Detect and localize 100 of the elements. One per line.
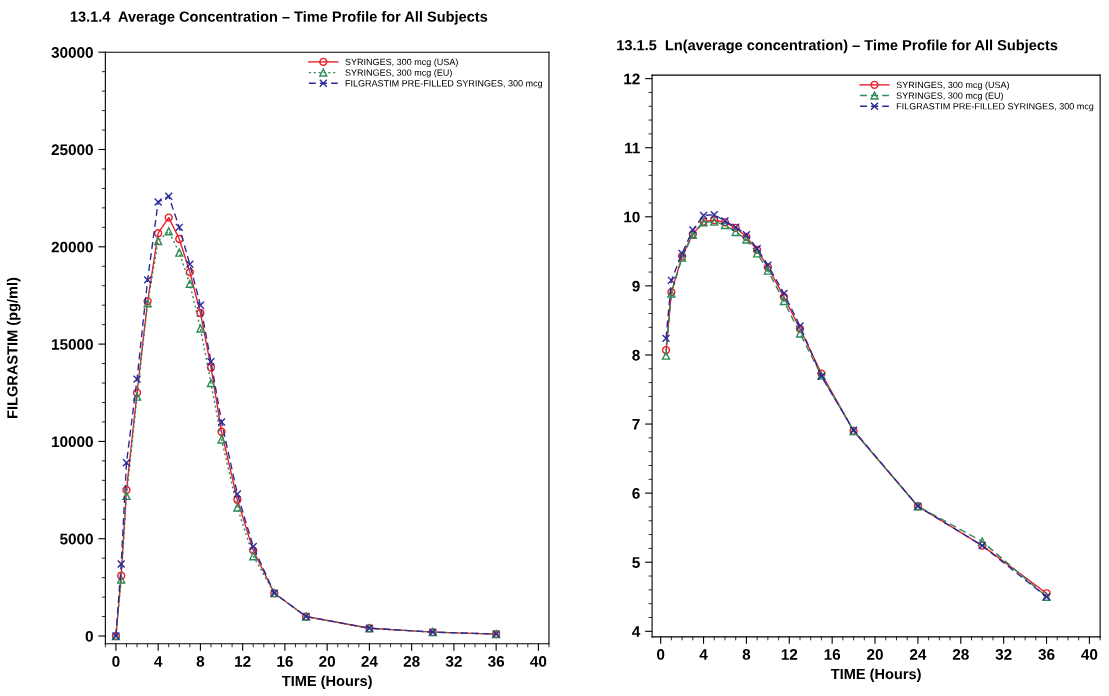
- point: [779, 296, 789, 306]
- y-tick-label: 12: [624, 73, 640, 85]
- x-tick-label: 28: [403, 656, 420, 667]
- chart-title: 13.1.4 Average Concentration – Time Profile for All Subjects: [70, 11, 488, 25]
- x-tick-label: 32: [995, 649, 1012, 660]
- point: [196, 301, 205, 310]
- y-tick-label: 5: [632, 557, 640, 568]
- legend-label: SYRINGES, 300 mcg (USA): [345, 58, 458, 67]
- point: [795, 329, 805, 338]
- y-tick-label: 0: [85, 630, 93, 642]
- legend-label: SYRINGES, 300 mcg (EU): [896, 92, 1003, 101]
- y-tick-label: 30000: [51, 47, 93, 58]
- point: [661, 351, 671, 360]
- x-tick-label: 12: [235, 656, 251, 667]
- point: [206, 378, 216, 388]
- point: [249, 542, 258, 551]
- point: [153, 229, 163, 238]
- point: [122, 485, 131, 495]
- y-tick-label: 10000: [52, 436, 93, 448]
- point: [217, 417, 226, 427]
- point: [122, 458, 131, 467]
- point: [164, 192, 173, 201]
- x-tick-label: 40: [530, 656, 547, 667]
- point: [196, 324, 205, 333]
- point: [185, 260, 195, 269]
- x-tick-label: 20: [867, 649, 883, 660]
- point: [143, 275, 152, 285]
- x-tick-label: 20: [319, 656, 336, 667]
- x-tick-label: 16: [277, 656, 293, 667]
- legend-label: FILGRASTIM PRE-FILLED SYRINGES, 300 mcg: [345, 80, 543, 89]
- point: [185, 279, 195, 288]
- y-tick-label: 6: [632, 488, 640, 499]
- x-tick-label: 28: [952, 649, 969, 660]
- point: [661, 345, 671, 355]
- x-tick-label: 0: [112, 656, 120, 667]
- legend-label: SYRINGES, 300 mcg (USA): [896, 81, 1009, 90]
- point: [978, 537, 987, 546]
- point: [117, 571, 126, 580]
- point: [779, 289, 789, 298]
- y-tick-label: 9: [632, 280, 640, 292]
- point: [710, 210, 719, 219]
- x-tick-label: 24: [909, 649, 927, 660]
- point: [699, 211, 708, 220]
- point: [206, 357, 216, 366]
- y-tick-label: 20000: [51, 241, 93, 253]
- x-tick-label: 24: [361, 656, 378, 667]
- point: [249, 546, 258, 555]
- point: [153, 236, 163, 246]
- y-tick-label: 8: [632, 349, 640, 361]
- point: [185, 267, 195, 277]
- point: [688, 225, 697, 235]
- point: [117, 575, 126, 584]
- legend-label: SYRINGES, 300 mcg (EU): [345, 69, 452, 78]
- x-tick-label: 8: [742, 649, 751, 660]
- x-tick-label: 32: [445, 656, 462, 667]
- point: [175, 234, 184, 244]
- point: [233, 503, 242, 512]
- y-tick-label: 10: [624, 211, 640, 223]
- x-tick-label: 8: [196, 656, 205, 667]
- y-tick-label: 7: [632, 419, 640, 430]
- point: [132, 388, 142, 397]
- point: [196, 308, 205, 318]
- point: [661, 334, 671, 343]
- y-axis-title: FILGRASTIM (pg/ml): [6, 277, 21, 418]
- point: [164, 213, 173, 222]
- x-tick-label: 16: [824, 649, 841, 660]
- y-tick-label: 25000: [51, 144, 93, 156]
- point: [164, 227, 173, 236]
- y-tick-label: 5000: [60, 533, 93, 545]
- point: [667, 276, 676, 285]
- x-tick-label: 36: [1038, 649, 1055, 660]
- point: [175, 223, 184, 232]
- point: [122, 491, 131, 501]
- x-tick-label: 12: [781, 649, 798, 660]
- x-tick-label: 0: [657, 649, 665, 660]
- point: [132, 374, 142, 384]
- y-tick-label: 11: [625, 142, 640, 154]
- y-tick-label: 4: [632, 626, 641, 637]
- point: [731, 227, 740, 237]
- point: [217, 427, 226, 436]
- point: [132, 392, 142, 401]
- x-tick-label: 4: [699, 649, 708, 660]
- point: [206, 363, 216, 372]
- point: [153, 197, 163, 207]
- point: [217, 435, 226, 444]
- point: [233, 495, 242, 504]
- x-tick-label: 36: [488, 656, 505, 667]
- point: [249, 552, 258, 561]
- x-tick-label: 40: [1081, 649, 1098, 660]
- point: [175, 248, 184, 257]
- point: [233, 489, 242, 499]
- x-tick-label: 4: [154, 656, 163, 667]
- legend-label: FILGRASTIM PRE-FILLED SYRINGES, 300 mcg: [896, 103, 1094, 112]
- point: [117, 559, 126, 569]
- x-axis-title: TIME (Hours): [830, 668, 921, 683]
- y-tick-label: 15000: [52, 338, 93, 350]
- chart-title: 13.1.5 Ln(average concentration) – Time Profile for All Subjects: [617, 39, 1058, 54]
- x-axis-title: TIME (Hours): [281, 675, 372, 689]
- point: [752, 249, 762, 258]
- point: [779, 292, 789, 302]
